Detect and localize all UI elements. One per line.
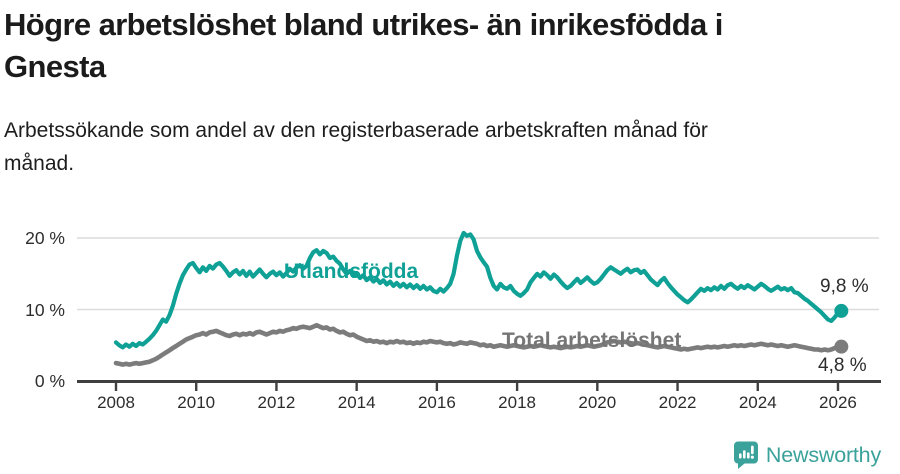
page-title-line1: Högre arbetslöshet bland utrikes- än inr…	[4, 7, 723, 42]
x-tick-label-2022: 2022	[658, 393, 697, 412]
end-value-label-utlandsfodda: 9,8 %	[820, 276, 869, 297]
newsworthy-logo: Newsworthy	[733, 441, 881, 469]
series-line-total	[113, 322, 844, 367]
series-end-dot-total	[834, 339, 849, 354]
series-label-utlandsfodda: Utlandsfödda	[284, 260, 419, 283]
x-tick-label-2020: 2020	[578, 393, 617, 412]
series-label-total-arbetsloshet: Total arbetslöshet	[502, 329, 682, 352]
x-tick-label-2026: 2026	[819, 393, 857, 412]
chart-subtitle-line2: månad.	[4, 152, 75, 175]
page-title: Högre arbetslöshet bland utrikes- än inr…	[4, 4, 860, 88]
series-line-utlandsfodda	[113, 230, 844, 350]
x-tick-label-2010: 2010	[177, 393, 216, 412]
x-tick-label-2014: 2014	[337, 393, 376, 412]
y-tick-label-20pct: 20 %	[25, 228, 65, 248]
x-tick-label-2012: 2012	[257, 393, 296, 412]
x-tick-label-2016: 2016	[417, 393, 456, 412]
x-tick-label-2018: 2018	[498, 393, 536, 412]
y-tick-label-0pct: 0 %	[34, 371, 65, 391]
x-tick-label-2024: 2024	[738, 393, 777, 412]
x-tick-label-2008: 2008	[97, 393, 135, 412]
chart-subtitle: Arbetssökande som andel av den registerb…	[4, 114, 860, 180]
newsworthy-wordmark: Newsworthy	[765, 442, 881, 467]
chart-subtitle-line1: Arbetssökande som andel av den registerb…	[4, 119, 708, 142]
y-tick-label-10pct: 10 %	[25, 299, 65, 320]
page-title-line2: Gnesta	[4, 49, 106, 84]
newsworthy-bubble-chart-icon	[733, 441, 758, 469]
series-end-dot-utlandsfodda	[834, 303, 849, 318]
end-value-label-total: 4,8 %	[818, 355, 867, 376]
